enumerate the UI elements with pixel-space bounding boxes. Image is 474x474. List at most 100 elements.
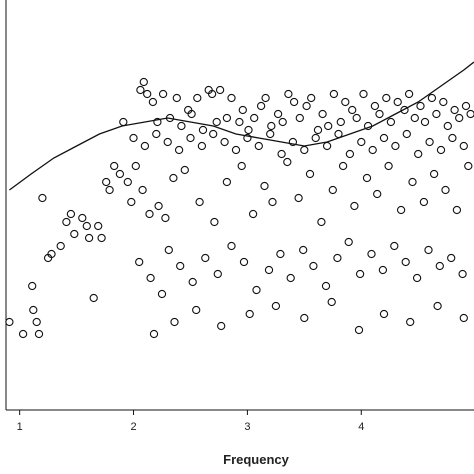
data-point bbox=[373, 189, 382, 199]
data-point bbox=[127, 197, 136, 207]
data-point bbox=[299, 245, 308, 255]
data-point bbox=[402, 129, 411, 139]
data-point bbox=[129, 133, 138, 143]
data-point bbox=[345, 149, 355, 159]
data-point bbox=[348, 105, 357, 115]
data-point bbox=[146, 273, 155, 283]
data-point bbox=[169, 173, 178, 183]
data-point bbox=[164, 245, 173, 255]
data-point bbox=[135, 257, 144, 267]
data-point bbox=[401, 257, 410, 267]
data-point bbox=[186, 133, 195, 143]
fit-curve bbox=[9, 61, 474, 191]
data-point bbox=[231, 145, 241, 155]
data-point bbox=[447, 253, 456, 263]
data-point bbox=[237, 161, 246, 171]
data-point bbox=[264, 265, 274, 275]
data-point bbox=[261, 93, 270, 103]
data-point bbox=[18, 329, 28, 339]
data-point bbox=[350, 201, 359, 211]
data-point bbox=[163, 137, 172, 147]
data-point bbox=[288, 137, 298, 147]
data-point bbox=[217, 321, 226, 331]
data-point bbox=[245, 309, 254, 319]
data-point bbox=[305, 169, 315, 179]
data-point bbox=[410, 113, 419, 123]
data-point bbox=[180, 165, 189, 175]
data-point bbox=[254, 141, 263, 151]
data-point bbox=[94, 221, 103, 231]
data-point bbox=[250, 113, 259, 123]
data-point bbox=[244, 125, 253, 135]
data-point bbox=[400, 105, 409, 115]
x-tick-label: 2 bbox=[130, 421, 136, 433]
data-point bbox=[459, 313, 468, 323]
data-point bbox=[158, 89, 168, 99]
data-point bbox=[450, 105, 459, 115]
data-point bbox=[286, 273, 295, 283]
data-point bbox=[273, 109, 283, 119]
data-point bbox=[328, 185, 337, 195]
data-point bbox=[379, 133, 389, 143]
data-point bbox=[359, 89, 368, 99]
x-tick-label: 3 bbox=[244, 421, 250, 433]
data-point bbox=[172, 93, 181, 103]
data-point bbox=[153, 117, 162, 127]
data-point bbox=[136, 85, 145, 95]
data-point bbox=[84, 233, 94, 243]
data-point bbox=[170, 317, 179, 327]
data-point bbox=[32, 317, 41, 327]
data-point bbox=[459, 141, 468, 151]
data-point bbox=[278, 117, 287, 127]
data-point bbox=[131, 161, 140, 171]
data-point bbox=[354, 325, 364, 335]
data-point bbox=[458, 269, 467, 279]
data-point bbox=[145, 209, 154, 219]
data-point bbox=[38, 193, 47, 203]
data-point bbox=[154, 201, 163, 211]
data-point bbox=[28, 281, 37, 291]
data-point bbox=[464, 161, 473, 171]
data-point bbox=[148, 97, 158, 107]
data-point bbox=[56, 241, 65, 251]
data-point bbox=[367, 249, 376, 259]
data-point bbox=[378, 265, 388, 275]
data-point bbox=[424, 245, 433, 255]
data-point bbox=[432, 109, 441, 119]
data-point bbox=[370, 101, 380, 111]
x-tick-label: 1 bbox=[17, 421, 23, 433]
data-point bbox=[213, 269, 222, 279]
data-point bbox=[271, 301, 281, 311]
data-point bbox=[419, 197, 429, 207]
data-point bbox=[268, 197, 277, 207]
data-point bbox=[5, 317, 14, 327]
data-point bbox=[379, 309, 389, 319]
data-point bbox=[408, 177, 417, 187]
data-point bbox=[89, 293, 98, 303]
data-point bbox=[329, 89, 339, 99]
data-point bbox=[436, 145, 446, 155]
data-point bbox=[215, 85, 225, 95]
data-point bbox=[309, 261, 318, 271]
data-point bbox=[355, 269, 365, 279]
data-point bbox=[110, 161, 119, 171]
data-point bbox=[439, 97, 448, 107]
data-point bbox=[284, 89, 293, 99]
data-point bbox=[338, 161, 348, 171]
data-point bbox=[70, 229, 79, 239]
data-point bbox=[177, 121, 186, 131]
data-point bbox=[443, 121, 452, 131]
data-point bbox=[152, 129, 161, 139]
data-point bbox=[238, 105, 247, 115]
data-point bbox=[176, 261, 185, 271]
data-point bbox=[193, 93, 202, 103]
data-point bbox=[161, 213, 170, 223]
data-point bbox=[139, 77, 148, 87]
data-point bbox=[222, 113, 232, 123]
data-point bbox=[192, 305, 201, 315]
data-point bbox=[344, 237, 353, 247]
data-point bbox=[435, 261, 444, 271]
data-point bbox=[427, 93, 437, 103]
data-point bbox=[386, 117, 396, 127]
data-point bbox=[256, 101, 266, 111]
